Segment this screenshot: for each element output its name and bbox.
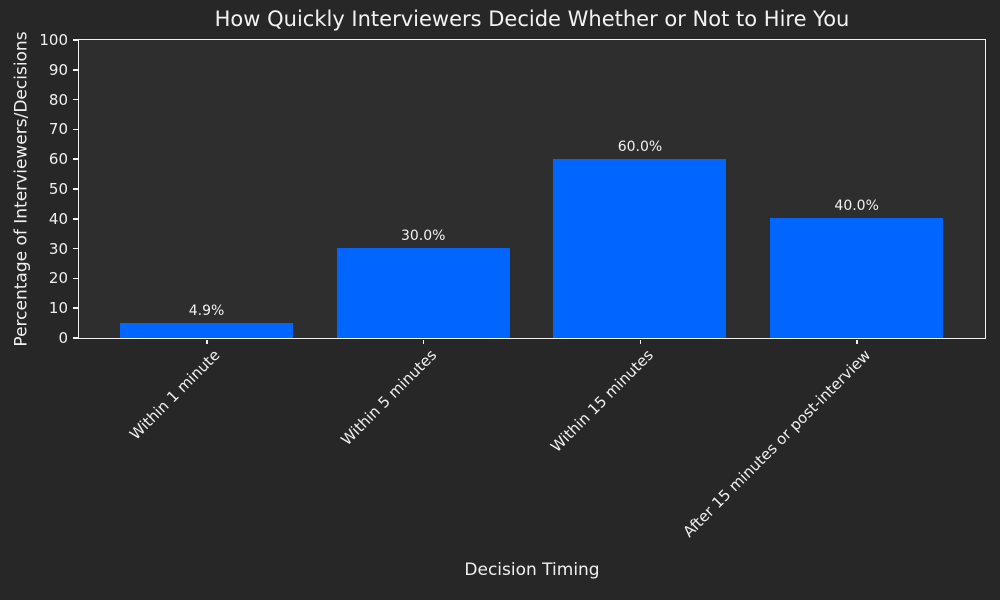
y-tick-label: 20 xyxy=(48,269,68,288)
y-tick-label: 90 xyxy=(48,60,68,79)
y-tick-mark xyxy=(73,158,78,160)
y-tick-mark xyxy=(73,128,78,131)
bar-value-label: 30.0% xyxy=(400,228,446,245)
y-tick-label: 70 xyxy=(48,120,68,139)
y-tick-label: 80 xyxy=(48,90,68,109)
bar-value-label: 60.0% xyxy=(617,138,663,155)
y-tick-label: 50 xyxy=(48,180,68,198)
y-tick-label: 40 xyxy=(48,209,68,228)
y-tick-mark xyxy=(73,218,78,220)
bar xyxy=(553,158,727,338)
x-tick-mark xyxy=(639,339,642,344)
bar-value-label: 4.9% xyxy=(188,302,225,319)
x-tick-label: After 15 minutes or post-interview xyxy=(679,346,874,541)
x-axis-title: Decision Timing xyxy=(464,560,600,580)
y-tick-mark xyxy=(73,98,78,101)
y-tick-label: 100 xyxy=(39,31,68,49)
y-tick-mark xyxy=(73,247,78,250)
y-tick-label: 0 xyxy=(58,329,68,347)
x-tick-label: Within 1 minute xyxy=(126,346,224,444)
x-tick-label: Within 15 minutes xyxy=(547,346,658,456)
chart-title: How Quickly Interviewers Decide Whether … xyxy=(214,7,850,31)
x-tick-label: Within 5 minutes xyxy=(337,346,441,449)
bar-value-label: 40.0% xyxy=(834,198,879,215)
y-tick-mark xyxy=(73,277,78,280)
x-tick-mark xyxy=(206,339,208,344)
y-tick-mark xyxy=(73,337,78,339)
plot-area: 4.9% 30.0% 60.0% 40.0% xyxy=(77,38,986,339)
y-tick-label: 10 xyxy=(48,299,68,318)
y-tick-label: 30 xyxy=(48,239,68,258)
y-tick-mark xyxy=(73,39,78,41)
y-tick-mark xyxy=(73,188,78,190)
y-tick-label: 60 xyxy=(48,150,68,169)
x-tick-mark xyxy=(422,339,425,344)
x-tick-mark xyxy=(856,339,858,344)
bar xyxy=(336,248,510,338)
y-tick-mark xyxy=(73,69,78,71)
bar xyxy=(770,218,944,338)
bar xyxy=(120,322,294,338)
y-tick-mark xyxy=(73,307,78,309)
